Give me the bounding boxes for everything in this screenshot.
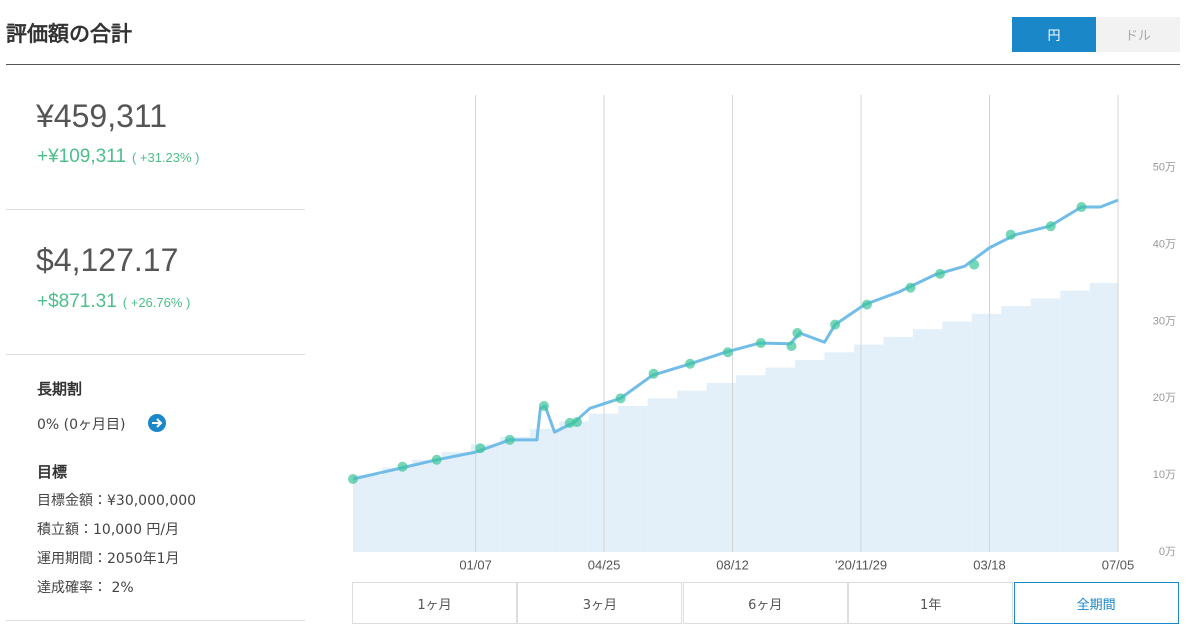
goal-item: 目標金額：¥30,000,000 [37,493,197,509]
gain: +$871.31 [37,291,117,312]
y-tick-label: 40万 [1153,239,1176,251]
buy-marker [648,368,659,379]
x-tick-label: 04/25 [588,557,621,572]
currency-button[interactable]: 円 [1012,17,1096,52]
section-title: 長期割 [37,380,83,398]
y-tick-label: 10万 [1153,469,1176,481]
gain-percent: ( +26.76% ) [122,295,191,310]
y-tick-label: 50万 [1153,162,1176,174]
buy-marker [504,434,515,445]
divider [6,354,305,355]
buy-marker [1076,202,1087,213]
principal-area [559,421,589,552]
buy-marker [969,259,980,270]
y-tick-label: 30万 [1153,315,1176,327]
principal-area [647,398,678,552]
goal-item: 運用期間：2050年1月 [37,551,180,567]
buy-marker [755,338,766,349]
y-tick-label: 0万 [1159,546,1176,558]
buy-marker [571,417,582,428]
buy-marker [685,358,696,369]
buy-marker [786,341,797,352]
buy-marker [348,474,358,485]
buy-marker [1005,229,1016,240]
currency-button[interactable]: ドル [1096,17,1180,52]
principal-area [853,344,884,552]
principal-area [500,436,530,552]
principal-area [677,390,707,552]
principal-area [1030,298,1061,552]
principal-area [736,375,766,552]
x-tick-label: '20/11/29 [835,557,887,572]
principal-area [971,313,1002,552]
principal-area [529,429,560,552]
principal-area [382,467,412,552]
principal-area [883,336,913,552]
principal-area [441,452,471,552]
divider [6,209,305,210]
principal-area [795,359,825,552]
buy-marker [905,282,916,293]
gain: +¥109,311 [37,146,126,167]
divider [6,64,1180,65]
gain-yen: +¥109,311 ( +31.23% ) [37,146,200,168]
y-tick-label: 20万 [1153,392,1176,404]
section-title: 目標 [37,463,68,481]
buy-marker [861,299,872,310]
principal-area [618,406,648,552]
value-line [352,198,1119,481]
buy-marker [792,328,803,339]
divider [6,620,305,621]
range-button[interactable]: 3ヶ月 [517,582,683,624]
principal-area [1089,283,1118,552]
x-tick-label: 01/07 [459,557,492,572]
buy-marker [935,268,946,279]
principal-area [353,475,383,552]
x-tick-label: 03/18 [973,557,1006,572]
total-yen: ¥459,311 [36,98,168,134]
principal-area [824,352,854,552]
buy-marker [615,393,626,404]
chart: 01/07 04/25 08/12 '20/11/29 03/18 07/05 0万 10万 2… [348,95,1176,572]
buy-marker [475,443,486,454]
gain-usd: +$871.31 ( +26.76% ) [37,291,190,313]
principal-area [765,367,796,552]
total-usd: $4,127.17 [36,242,179,278]
gain-percent: ( +31.23% ) [131,150,200,165]
discount-status: 0% (0ヶ月目) [37,417,126,433]
goal-item: 達成確率： 2% [37,580,134,596]
x-tick-label: 08/12 [716,557,749,572]
principal-area [411,459,442,552]
principal-area [912,329,943,552]
principal-area [588,413,619,552]
goal-item: 積立額：10,000 円/月 [37,522,180,538]
range-button[interactable]: 1ヶ月 [352,582,517,624]
arrow-icon[interactable] [147,413,167,433]
buy-marker [431,454,442,465]
principal-area [1060,290,1090,552]
range-button[interactable]: 全期間 [1013,582,1179,624]
buy-marker [397,461,408,472]
principal-area [942,321,972,552]
x-tick-label: 07/05 [1102,557,1135,572]
range-button[interactable]: 6ヶ月 [682,582,848,624]
buy-marker [1045,221,1056,232]
buy-marker [830,319,841,330]
page-title: 評価額の合計 [6,22,132,46]
buy-marker [538,401,549,412]
buy-marker [722,347,733,358]
principal-area [706,382,737,552]
principal-area [1001,306,1031,552]
range-button[interactable]: 1年 [848,582,1014,624]
